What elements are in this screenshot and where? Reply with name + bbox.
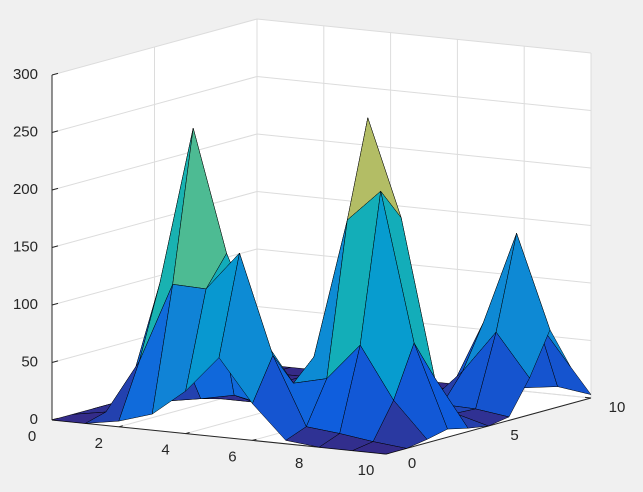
z-tick-label: 300 bbox=[13, 66, 38, 83]
x-tick-label: 8 bbox=[295, 455, 303, 472]
y-tick-label: 0 bbox=[408, 455, 416, 472]
z-tick bbox=[51, 302, 59, 306]
z-tick-label: 50 bbox=[21, 353, 38, 370]
x-tick bbox=[252, 438, 257, 441]
z-tick bbox=[51, 130, 59, 133]
x-tick bbox=[118, 425, 123, 428]
z-tick-label: 100 bbox=[13, 296, 38, 313]
x-tick-label: 6 bbox=[228, 448, 236, 465]
z-tick bbox=[51, 72, 59, 76]
x-tick bbox=[185, 432, 190, 435]
z-tick-label: 0 bbox=[30, 411, 38, 428]
surface-patch bbox=[352, 441, 407, 455]
z-tick-label: 200 bbox=[13, 181, 38, 198]
y-tick-label: 5 bbox=[510, 427, 518, 444]
x-tick-label: 4 bbox=[161, 442, 169, 459]
z-tick bbox=[51, 245, 59, 248]
x-tick-label: 0 bbox=[28, 428, 36, 445]
z-tick-label: 250 bbox=[13, 123, 38, 140]
z-tick bbox=[51, 187, 59, 191]
z-tick-label: 150 bbox=[13, 238, 38, 255]
x-tick-label: 2 bbox=[95, 435, 103, 452]
y-tick-label: 10 bbox=[609, 399, 626, 416]
y-tick bbox=[584, 396, 592, 399]
x-tick-label: 10 bbox=[358, 462, 375, 479]
z-tick bbox=[51, 360, 59, 363]
